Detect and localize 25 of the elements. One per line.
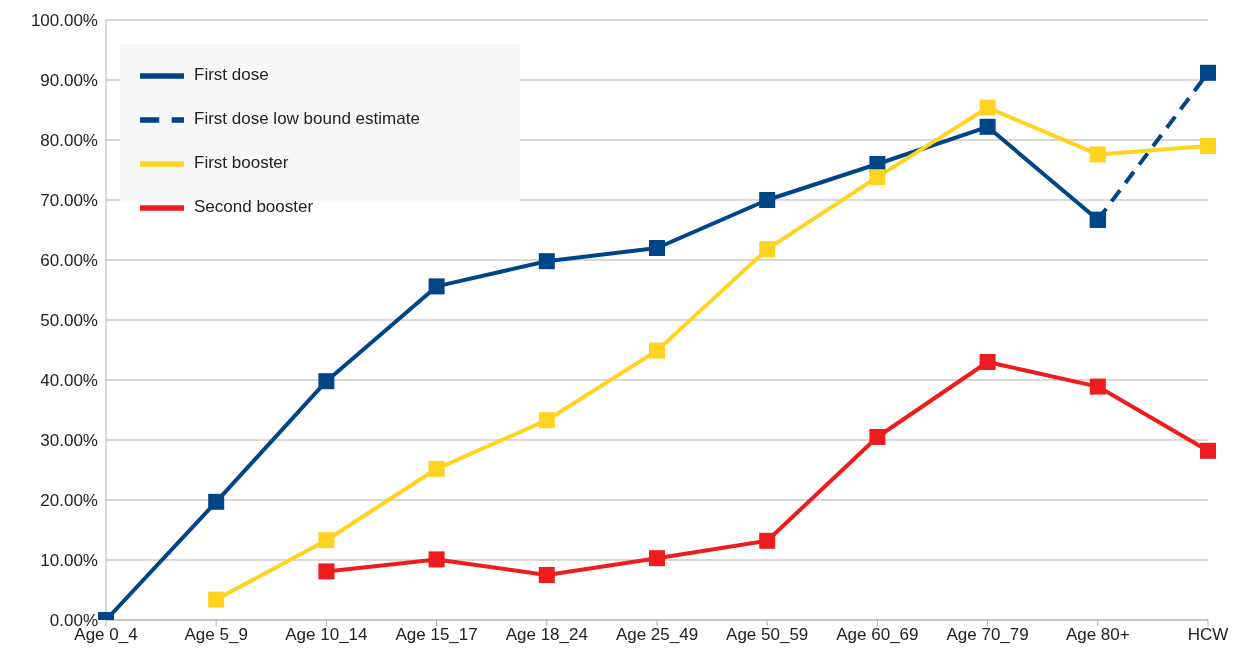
x-tick-label: Age 25_49 (615, 625, 699, 645)
legend-label: Second booster (194, 197, 314, 217)
legend-label: First booster (194, 153, 289, 173)
legend-label: First dose (194, 65, 269, 85)
y-tick-label: 30.00% (40, 431, 98, 451)
x-tick-label: Age 70_79 (946, 625, 1029, 645)
y-tick-label: 100.00% (30, 11, 98, 31)
x-tick-label: Age 15_17 (395, 625, 478, 645)
x-tick-label: Age 18_24 (505, 625, 588, 645)
x-tick-label: Age 50_59 (726, 625, 809, 645)
y-tick-label: 10.00% (40, 551, 98, 571)
y-tick-label: 40.00% (40, 371, 98, 391)
x-tick-label: Age 0_4 (74, 625, 138, 645)
y-tick-label: 70.00% (40, 191, 98, 211)
y-tick-label: 80.00% (40, 131, 98, 151)
legend-label: First dose low bound estimate (194, 109, 420, 129)
y-tick-label: 20.00% (40, 491, 98, 511)
x-tick-label: Age 60_69 (836, 625, 919, 645)
x-tick-label: Age 10_14 (285, 625, 368, 645)
x-tick-label: Age 80+ (1065, 625, 1130, 645)
x-tick-label: Age 5_9 (184, 625, 248, 645)
y-tick-label: 90.00% (40, 71, 98, 91)
y-tick-label: 60.00% (40, 251, 98, 271)
y-tick-label: 50.00% (40, 311, 98, 331)
x-tick-label: HCW (1187, 625, 1229, 645)
